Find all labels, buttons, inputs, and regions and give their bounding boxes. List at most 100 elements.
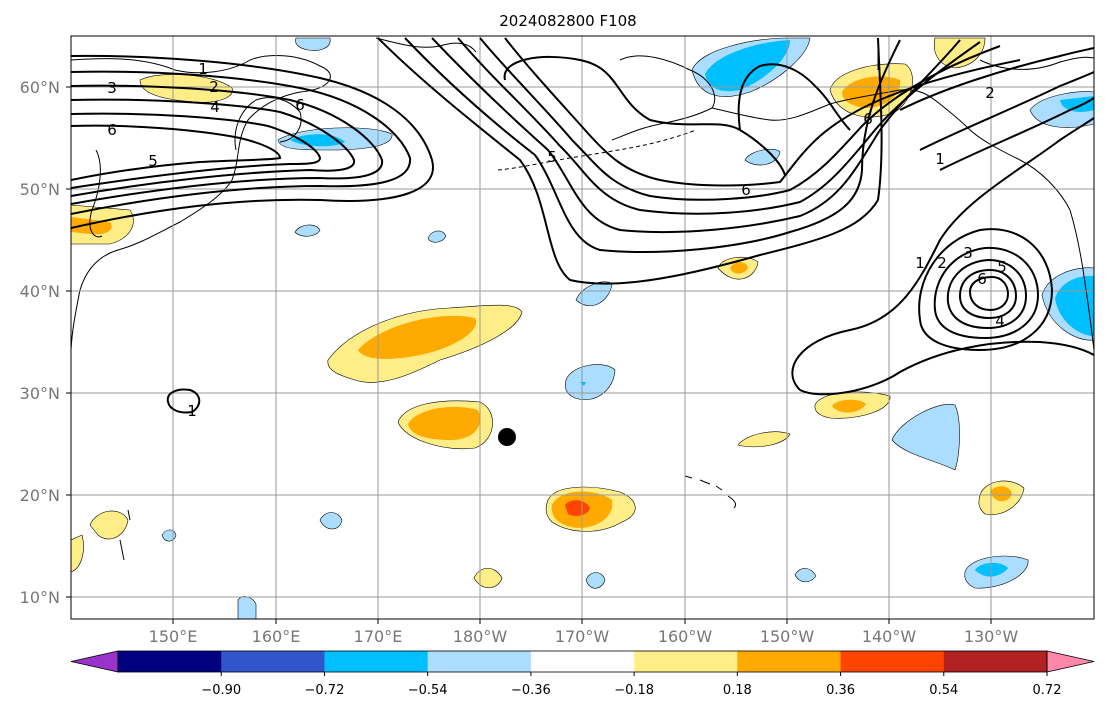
positive-anomaly-strong: [990, 486, 1012, 502]
contour-label: 5: [547, 148, 557, 166]
lon-label: 160°W: [658, 627, 713, 646]
lon-label: 170°E: [354, 627, 403, 646]
lat-label: 50°N: [20, 180, 60, 199]
lat-label: 10°N: [20, 588, 60, 607]
colorbar-segment: [221, 651, 325, 672]
contour-labels: 1 2 3 4 5 6 6 5 6 6 2 1 1 2 3 6 5 4 1: [107, 60, 1007, 420]
na-west-coastline: [1069, 209, 1094, 351]
lon-label: 170°W: [555, 627, 610, 646]
contour-line: [799, 340, 1094, 396]
colorbar-segment: [634, 651, 738, 672]
negative-anomaly: [585, 572, 606, 589]
negative-anomaly: [794, 568, 817, 583]
negative-anomaly-strong: [1060, 96, 1094, 112]
contour-label: 2: [209, 78, 219, 96]
lon-label: 160°E: [252, 627, 301, 646]
colorbar-tick-label: 0.18: [723, 683, 752, 698]
positive-anomaly: [473, 567, 503, 589]
contour-line: [166, 388, 201, 414]
lat-label: 60°N: [20, 78, 60, 97]
contour-line: [71, 54, 434, 229]
negative-anomaly-strong: [705, 40, 790, 92]
colorbar-extend-high: [1046, 650, 1095, 673]
colorbar-segment: [737, 651, 842, 672]
lat-ticks: [66, 86, 71, 598]
contours: [71, 37, 1094, 414]
contour-label: 6: [107, 121, 117, 139]
contour-line: [968, 275, 1010, 312]
contour-line: [791, 117, 1094, 391]
colorbar-segment: [530, 651, 635, 672]
contour-line: [431, 37, 961, 234]
positive-anomaly-strong: [842, 76, 901, 108]
negative-anomaly: [564, 364, 616, 400]
contour-label: 1: [935, 150, 945, 168]
small-islands: [119, 509, 131, 561]
alaska-south-coastline: [711, 89, 1071, 211]
colorbar-tick-label: 0.72: [1033, 683, 1062, 698]
contour-label: 2: [937, 254, 947, 272]
contour-label: 2: [985, 84, 995, 102]
positive-anomaly-strongest: [565, 500, 590, 516]
colorbar-tick-label: −0.72: [305, 683, 345, 698]
lat-label: 40°N: [20, 282, 60, 301]
contour-label: 5: [997, 258, 1007, 276]
negative-anomaly: [427, 230, 447, 243]
colorbar-tick-label: 0.54: [929, 683, 958, 698]
contour-label: 5: [148, 152, 158, 170]
positive-anomaly-strong: [730, 262, 748, 274]
colorbar-tick-label: −0.36: [511, 683, 551, 698]
contour-line: [479, 37, 1001, 201]
colorbar: [70, 650, 1095, 673]
colorbar-labels: −0.90 −0.72 −0.54 −0.36 −0.18 0.18 0.36 0.54 0.7…: [201, 672, 1062, 698]
positive-anomaly: [89, 510, 129, 540]
contour-label: 6: [741, 181, 751, 199]
lon-label: 180°W: [453, 627, 508, 646]
positive-anomaly: [737, 431, 791, 448]
contour-line: [503, 55, 786, 176]
positive-anomaly-strong: [358, 315, 477, 359]
negative-anomaly: [319, 512, 343, 530]
contour-line: [71, 112, 322, 189]
contour-line: [457, 37, 981, 215]
lon-labels: 150°E 160°E 170°E 180°W 170°W 160°W 150°…: [149, 627, 1019, 646]
contour-label: 1: [187, 402, 197, 420]
lon-label: 140°W: [862, 627, 917, 646]
contour-line: [939, 97, 1094, 171]
map-title: 2024082800 F108: [499, 12, 636, 30]
lat-labels: 60°N 50°N 40°N 30°N 20°N 10°N: [20, 78, 60, 607]
colorbar-outline: [117, 650, 1048, 673]
aleutian-islands: [497, 129, 697, 171]
contour-label: 1: [198, 60, 208, 78]
canada-border: [979, 56, 1094, 70]
colorbar-segment: [118, 651, 222, 672]
contour-line: [933, 246, 1040, 340]
negative-anomaly: [295, 37, 331, 51]
positive-anomaly-strong: [832, 399, 866, 413]
positive-anomaly: [934, 37, 986, 69]
colorbar-segment: [840, 651, 945, 672]
contour-label: 1: [915, 254, 925, 272]
contour-line: [71, 70, 412, 215]
contour-line: [958, 268, 1018, 320]
negative-anomaly: [237, 596, 257, 619]
colorbar-segment: [943, 651, 1048, 672]
colorbar-segment: [427, 651, 532, 672]
negative-anomaly: [891, 403, 960, 471]
contour-line: [899, 47, 1094, 111]
contour-label: 4: [210, 98, 220, 116]
colorbar-tick-label: −0.18: [614, 683, 654, 698]
location-marker: [498, 428, 516, 446]
contour-line: [504, 37, 1021, 187]
contour-line: [71, 124, 282, 181]
hawaii-islands: [684, 475, 737, 509]
negative-anomaly: [294, 224, 321, 237]
contour-label: 4: [995, 312, 1005, 330]
lon-label: 150°E: [149, 627, 198, 646]
contour-label: 3: [107, 79, 117, 97]
contour-label: 6: [295, 96, 305, 114]
lon-label: 130°W: [964, 627, 1019, 646]
positive-anomaly-strong: [408, 406, 481, 440]
contour-label: 6: [863, 110, 873, 128]
